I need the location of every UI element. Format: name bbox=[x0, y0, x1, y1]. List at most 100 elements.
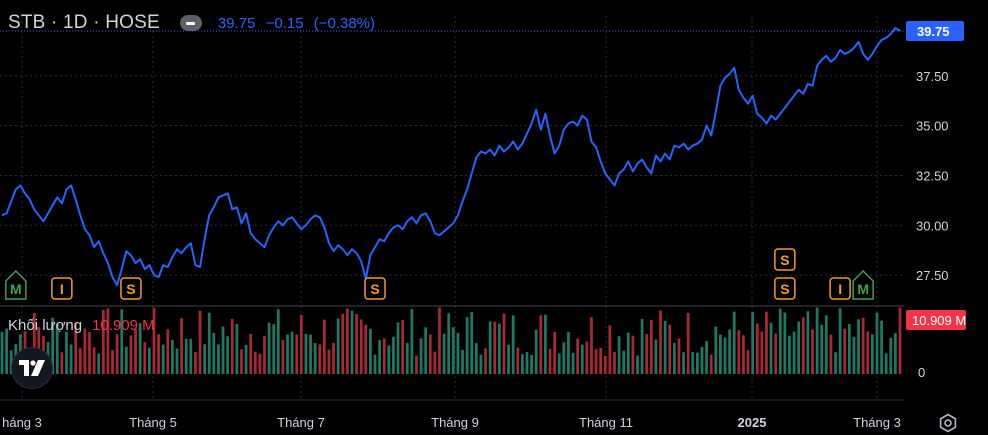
volume-bar bbox=[221, 326, 225, 374]
volume-bar bbox=[599, 347, 603, 374]
symbol-title[interactable]: STB · 1D · HOSE bbox=[8, 12, 160, 33]
volume-bar bbox=[571, 352, 575, 374]
volume-bar bbox=[746, 350, 750, 374]
volume-bar bbox=[194, 352, 197, 374]
volume-bar bbox=[728, 329, 731, 374]
volume-bar bbox=[682, 352, 685, 374]
volume-bar bbox=[792, 331, 796, 374]
volume-value-tag bbox=[906, 310, 966, 330]
volume-bar bbox=[74, 323, 78, 374]
volume-bar bbox=[373, 354, 377, 374]
volume-bar bbox=[783, 312, 787, 374]
marker-s-badge[interactable] bbox=[774, 248, 796, 271]
tradingview-logo-icon bbox=[19, 360, 45, 376]
volume-bar bbox=[336, 318, 340, 374]
volume-bar bbox=[424, 327, 428, 374]
volume-bar bbox=[5, 328, 8, 374]
volume-bar bbox=[332, 342, 335, 374]
marker-label: S bbox=[780, 281, 789, 297]
marker-i-badge[interactable] bbox=[51, 277, 73, 300]
volume-bar bbox=[350, 310, 354, 374]
volume-bar bbox=[286, 334, 289, 374]
volume-bar bbox=[249, 333, 253, 374]
volume-bar bbox=[580, 344, 584, 374]
x-axis-tick-label: Tháng 9 bbox=[431, 415, 479, 430]
volume-bar bbox=[415, 355, 418, 374]
collapse-legend-button[interactable] bbox=[179, 15, 202, 31]
marker-label: I bbox=[60, 281, 64, 297]
marker-m-badge[interactable] bbox=[5, 269, 27, 300]
marker-i-badge[interactable] bbox=[829, 277, 851, 300]
volume-bar bbox=[267, 322, 271, 374]
volume-bar bbox=[521, 354, 524, 374]
volume-bar bbox=[705, 341, 708, 374]
volume-bar bbox=[359, 319, 363, 374]
volume-bar bbox=[801, 317, 805, 374]
volume-bar bbox=[815, 307, 819, 374]
volume-bar bbox=[507, 344, 510, 374]
y-axis-tick-label: 32.50 bbox=[916, 168, 949, 183]
volume-bar bbox=[548, 348, 552, 374]
volume-legend: Khối lượng 10.909 M bbox=[8, 317, 155, 334]
x-axis-tick-label: Tháng 11 bbox=[579, 415, 633, 430]
volume-bar bbox=[451, 327, 455, 374]
volume-bar bbox=[433, 351, 437, 374]
volume-bar bbox=[438, 307, 441, 374]
volume-bar bbox=[92, 347, 96, 374]
volume-bar bbox=[806, 311, 810, 374]
volume-bar bbox=[636, 355, 639, 374]
volume-bar bbox=[695, 352, 699, 374]
volume-bar bbox=[677, 338, 681, 374]
volume-bar bbox=[230, 318, 234, 374]
volume-bar bbox=[829, 334, 833, 374]
volume-bar bbox=[613, 351, 616, 374]
volume-bar bbox=[824, 315, 828, 374]
volume-bar bbox=[788, 335, 791, 374]
volume-bar bbox=[672, 342, 676, 374]
price-change-percent: (−0.38%) bbox=[313, 14, 376, 32]
volume-bar bbox=[207, 312, 211, 374]
volume-bar bbox=[401, 319, 405, 374]
marker-m-badge[interactable] bbox=[852, 269, 874, 300]
volume-bar bbox=[857, 319, 860, 374]
volume-bar bbox=[594, 349, 598, 374]
volume-bar bbox=[134, 329, 137, 374]
y-axis-tick-label: 35.00 bbox=[916, 119, 949, 134]
price-quote: 39.75 −0.15 (−0.38%) bbox=[218, 15, 381, 32]
volume-bar bbox=[97, 353, 101, 374]
x-axis-tick-label: 2025 bbox=[738, 415, 767, 430]
volume-bar bbox=[78, 348, 82, 374]
volume-bar bbox=[244, 345, 248, 374]
volume-bar bbox=[880, 320, 883, 374]
volume-bar bbox=[530, 354, 533, 374]
marker-s-badge[interactable] bbox=[120, 277, 142, 300]
volume-bar bbox=[364, 324, 368, 374]
volume-bar bbox=[456, 333, 460, 374]
x-axis-tick-label: háng 3 bbox=[2, 415, 42, 430]
volume-bar bbox=[516, 347, 520, 374]
x-axis-tick-label: Tháng 7 bbox=[277, 415, 325, 430]
volume-bar bbox=[723, 337, 727, 374]
volume-bar bbox=[751, 311, 755, 374]
volume-bar bbox=[203, 344, 207, 374]
volume-bar bbox=[276, 309, 280, 374]
marker-s-badge[interactable] bbox=[364, 277, 386, 300]
volume-title[interactable]: Khối lượng bbox=[8, 317, 83, 334]
price-series-line[interactable] bbox=[1, 27, 901, 287]
volume-bar bbox=[299, 314, 303, 374]
tradingview-logo[interactable] bbox=[11, 347, 53, 389]
settings-gear-icon[interactable] bbox=[938, 413, 958, 433]
marker-label: I bbox=[838, 281, 842, 297]
volume-bar bbox=[714, 326, 718, 374]
volume-bar bbox=[493, 321, 497, 374]
volume-bar bbox=[382, 338, 386, 374]
marker-s-badge[interactable] bbox=[774, 277, 796, 300]
volume-bar bbox=[378, 340, 381, 374]
last-price: 39.75 bbox=[217, 14, 256, 32]
volume-bar bbox=[797, 321, 801, 374]
volume-bar bbox=[442, 333, 446, 374]
volume-bar bbox=[101, 309, 105, 374]
volume-bar bbox=[778, 308, 782, 374]
volume-bar bbox=[115, 334, 119, 374]
